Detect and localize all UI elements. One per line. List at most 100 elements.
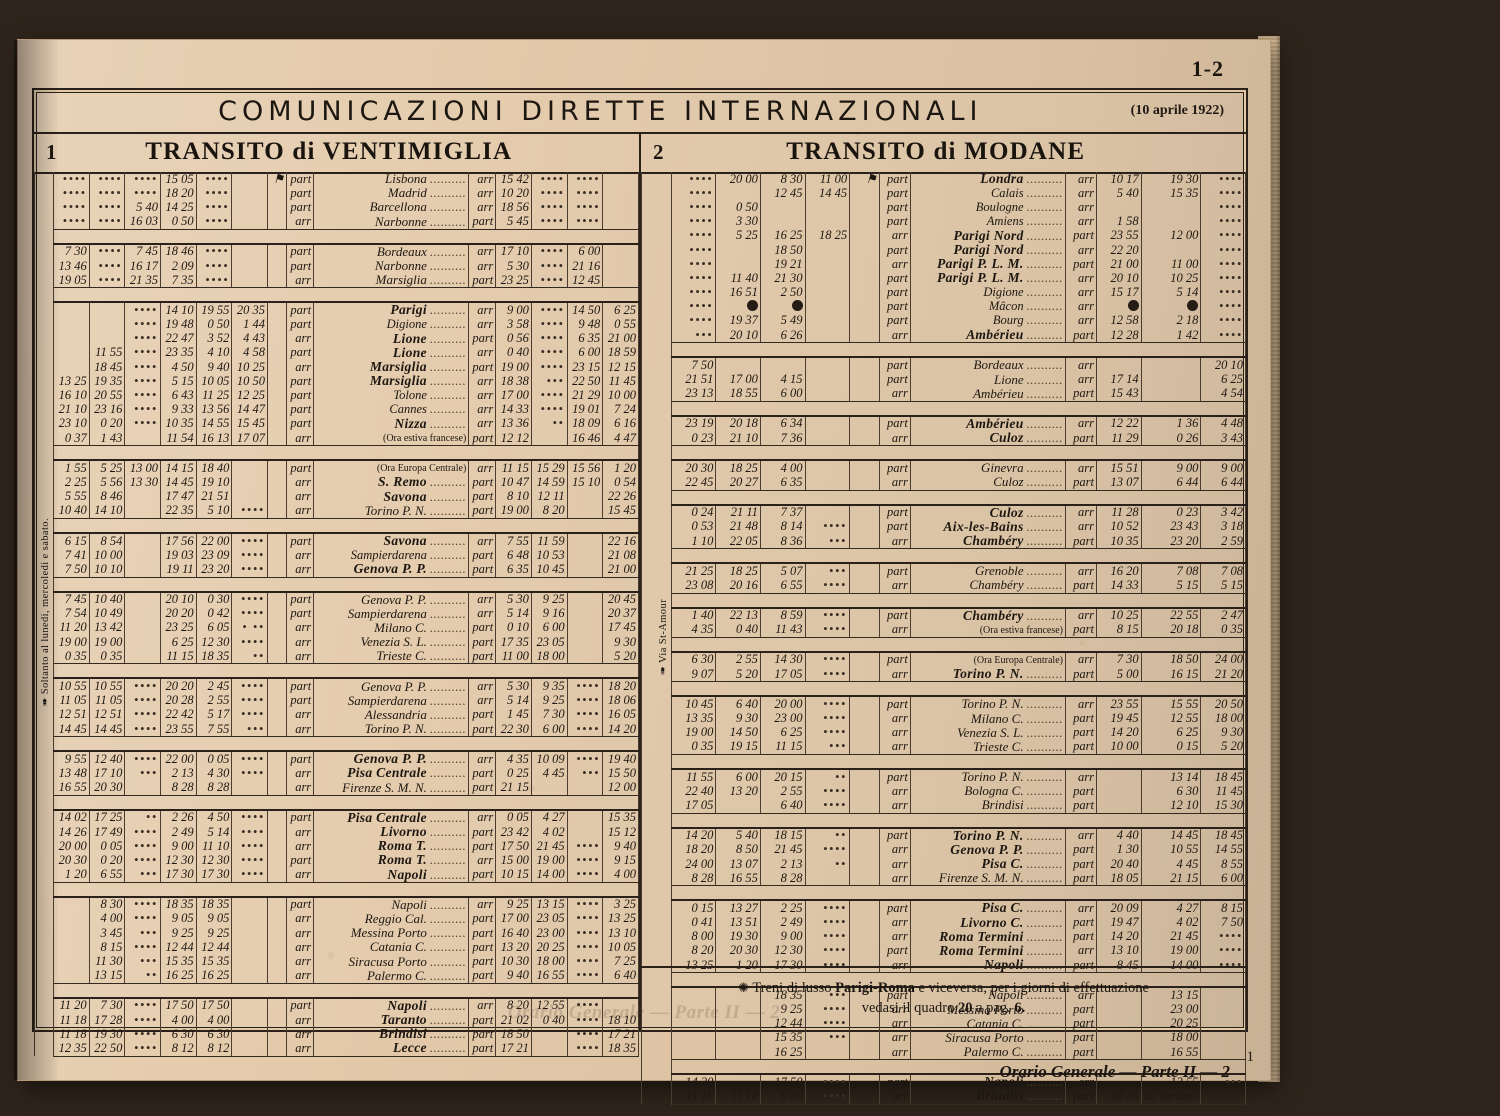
direction-label-right: part	[468, 940, 497, 955]
station-cell: Roma T. ..........	[313, 839, 470, 854]
departure-time-cell: 10 05	[195, 374, 233, 389]
departure-time-cell: ••••	[124, 707, 161, 722]
departure-time-cell: ••••	[195, 273, 233, 289]
arrival-time-cell: 3 43	[1200, 431, 1246, 447]
direction-label-right: arr	[468, 606, 497, 621]
direction-label-left: arr	[286, 707, 315, 722]
arrival-time-cell: 18 45	[1200, 827, 1246, 843]
arrival-time-cell	[1095, 784, 1142, 799]
no-service-dots: ••••	[576, 707, 601, 722]
departure-time-cell: 20 10	[160, 591, 197, 607]
station-cell: Torino P. N. ..........	[909, 769, 1066, 785]
footnote-table-ref: 20	[958, 1000, 973, 1016]
station-cell: Lisbona ..........	[313, 172, 470, 187]
station-cell: Parigi P. L. M. ..........	[909, 257, 1066, 272]
arrival-time-cell: 17 00	[495, 388, 532, 403]
arrival-time-cell: ••••	[530, 273, 568, 289]
no-service-dots: • ••	[242, 620, 265, 635]
no-service-dots: ••••	[576, 968, 601, 983]
departure-time-cell: 20 35	[231, 302, 268, 318]
arrival-time-cell: 18 50	[1140, 651, 1202, 668]
no-service-dots: •••	[1225, 1074, 1243, 1089]
departure-time-cell: ••••	[231, 532, 268, 549]
departure-time-cell: 2 13	[759, 856, 806, 872]
no-service-dots: ••••	[134, 853, 158, 867]
departure-time-cell: ••••	[124, 186, 161, 201]
departure-time-cell: 13 25	[53, 374, 90, 389]
no-service-dots: ••••	[576, 926, 601, 940]
station-cell: Napoli ..........	[313, 997, 470, 1013]
direction-label-left: arr	[286, 824, 315, 840]
arrival-time-cell: 19 30	[1140, 172, 1202, 187]
leader-dots: ..........	[1026, 214, 1063, 229]
station-name: Roma T.	[377, 853, 427, 868]
row-marker-cell	[849, 242, 880, 258]
arrival-time-cell: 23 05	[530, 635, 568, 650]
row-marker-cell	[849, 1030, 880, 1045]
departure-time-cell	[804, 242, 851, 258]
station-cell: Pisa C. ..........	[909, 900, 1066, 916]
departure-time-cell: 5 40	[715, 827, 761, 843]
leader-dots: ..........	[430, 1041, 467, 1056]
arrival-time-cell: 6 25	[1200, 372, 1246, 387]
departure-time-cell: 4 10	[195, 345, 233, 361]
departure-time-cell: ••••	[124, 751, 161, 767]
departure-time-cell: 4 50	[195, 809, 233, 825]
departure-time-cell: ••••	[124, 402, 161, 417]
station-cell: Milano C. ..........	[313, 620, 470, 636]
leader-dots: ..........	[1026, 697, 1063, 712]
table-row: 10 40 14 10 22 35 5 10 •••• arr Torino P. N.…	[35, 503, 639, 519]
arrival-time-cell: 17 50	[495, 839, 532, 854]
departure-time-cell: 2 25	[53, 475, 90, 490]
row-marker-cell: ⚑	[266, 172, 288, 187]
departure-time-cell: 20 16	[715, 578, 761, 594]
arrival-time-cell: 12 55	[530, 997, 568, 1013]
no-service-dots: ••••	[823, 1089, 848, 1103]
departure-time-cell: ••••	[124, 824, 161, 840]
station-name: Messina Porto	[947, 1002, 1024, 1017]
arrival-time-cell: 18 09	[566, 416, 604, 431]
station-cell: Trieste C. ..........	[313, 649, 470, 665]
arrival-time-cell: 14 33	[495, 402, 532, 417]
no-service-dots: •••	[829, 1030, 848, 1045]
arrival-time-cell: 1 58	[1095, 214, 1142, 229]
station-cell: Bourg ..........	[909, 313, 1066, 329]
departure-time-cell: ••••	[804, 1074, 851, 1090]
departure-time-cell: 23 10	[53, 416, 90, 431]
departure-time-cell: ••••	[124, 360, 161, 375]
arrival-time-cell	[1200, 1045, 1246, 1061]
table-row: 9 07 5 20 17 05 •••• arr Torino P. N. ......…	[642, 667, 1246, 683]
arrival-time-cell	[1095, 769, 1142, 785]
departure-time-cell	[231, 475, 268, 490]
left-side-note: ➠ Via St-Amour	[641, 172, 672, 1105]
group-separator	[642, 681, 1247, 698]
station-cell: Trieste C. ..........	[909, 739, 1066, 755]
leader-dots: ..........	[1026, 725, 1063, 740]
departure-time-cell: 21 51	[195, 489, 233, 504]
arrival-time-cell: 16 55	[530, 968, 568, 984]
departure-time-cell: ••••	[670, 257, 717, 272]
station-cell: Siracusa Porto ..........	[313, 954, 470, 969]
arrival-time-cell: 6 40	[602, 968, 639, 984]
departure-time-cell: 9 30	[715, 711, 761, 726]
departure-time-cell: ••••	[124, 997, 161, 1013]
station-name: Pisa C.	[981, 900, 1024, 916]
arrival-time-cell: 15 10	[566, 475, 604, 490]
departure-time-cell	[124, 606, 161, 621]
folio-number: 1-2	[1191, 56, 1224, 81]
departure-time-cell: 13 15	[88, 968, 126, 984]
direction-label-left: part	[286, 853, 315, 868]
departure-time-cell: 13 20	[715, 784, 761, 799]
departure-time-cell: ••••	[124, 896, 161, 912]
no-service-dots: ••••	[540, 345, 565, 360]
departure-time-cell: ••••	[804, 929, 851, 944]
departure-time-cell	[715, 299, 761, 314]
station-name: Torino P. N.	[952, 667, 1024, 682]
station-name: Parigi Nord	[953, 242, 1024, 258]
departure-time-cell	[715, 242, 761, 258]
row-marker-cell	[266, 896, 288, 912]
arrival-time-cell: 10 25	[1095, 607, 1142, 623]
arrival-time-cell: 15 30	[1200, 798, 1246, 814]
departure-time-cell: ••••	[670, 242, 717, 258]
direction-label-right: arr	[468, 345, 497, 361]
